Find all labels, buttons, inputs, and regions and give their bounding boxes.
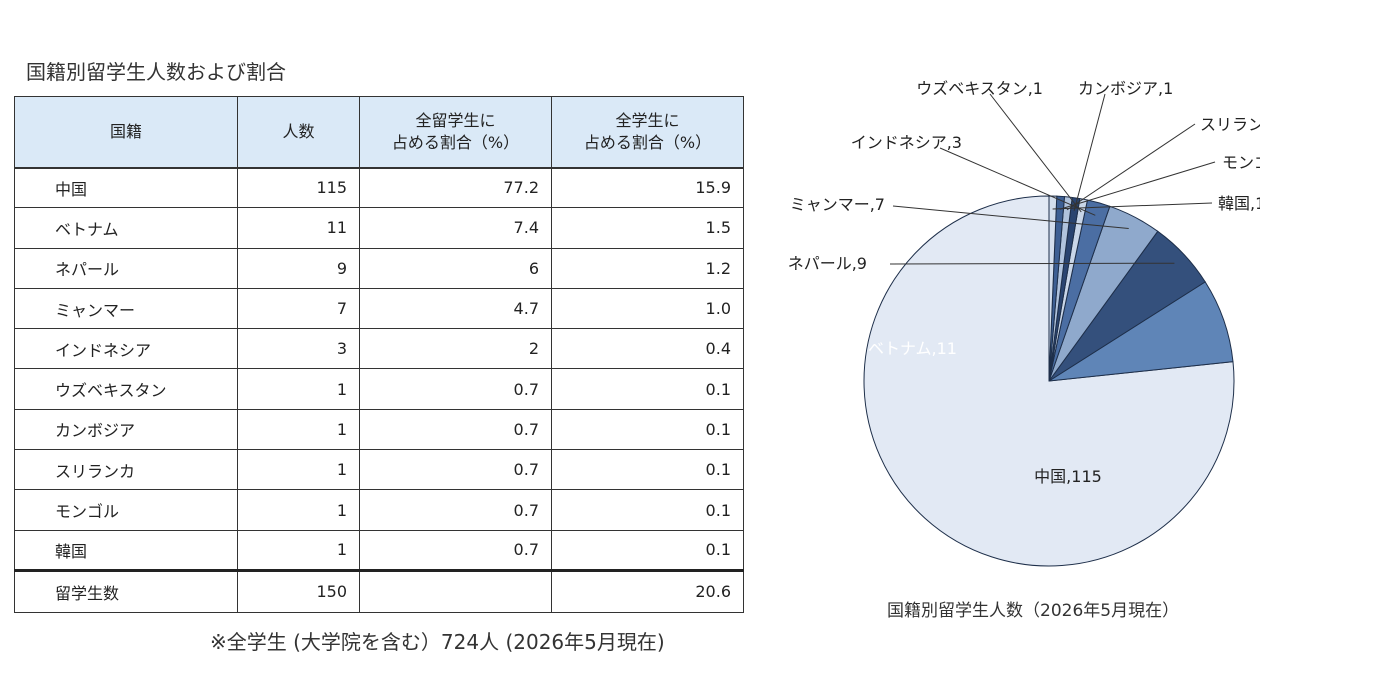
cell-pct-all: 0.1 (551, 408, 744, 451)
cell-count: 1 (237, 408, 360, 451)
cell-country: ミャンマー (14, 287, 238, 330)
table-row: 韓国 1 0.7 0.1 (14, 529, 744, 571)
pie-slice-label: ベトナム,11 (868, 339, 957, 358)
pie-leader-line (892, 205, 1129, 230)
table-header-row: 国籍 人数 全留学生に 占める割合（%） 全学生に 占める割合（%） (14, 96, 744, 169)
cell-country: 中国 (14, 166, 238, 209)
table-total-row: 留学生数 150 20.6 (14, 568, 744, 613)
cell-count: 3 (237, 328, 360, 370)
table-body: 中国 115 77.2 15.9 ベトナム 11 7.4 1.5 ネパール 9 6 1.2 ミャンマー 7… (14, 166, 744, 571)
total-pct-all: 20.6 (551, 568, 744, 613)
cell-count: 115 (237, 166, 360, 209)
pie-slice-label: 中国,115 (1034, 467, 1102, 486)
pie-slice-label: スリランカ,1 (1200, 115, 1260, 134)
cell-count: 7 (237, 287, 360, 330)
total-count: 150 (237, 568, 360, 613)
chart-title: 国籍別留学生人数（2026年5月現在） (887, 601, 1180, 621)
cell-count: 1 (237, 449, 360, 491)
pie-slice (1048, 195, 1058, 382)
table-title: 国籍別留学生人数および割合 (26, 60, 286, 84)
cell-pct-all: 1.0 (551, 287, 744, 330)
pie-slice-label: ミャンマー,7 (790, 195, 885, 214)
pie-slice-label: カンボジア,1 (1078, 79, 1173, 98)
cell-pct-all: 0.1 (551, 489, 744, 531)
table-row: 中国 115 77.2 15.9 (14, 166, 744, 209)
cell-country: インドネシア (14, 328, 238, 370)
nationality-table: 国籍 人数 全留学生に 占める割合（%） 全学生に 占める割合（%） 中国 115 77… (14, 96, 744, 613)
pie-chart: 中国,115 ベトナム,11 ネパール,9 ミャンマー,7 インドネシア,3 ウズベキスタ… (788, 79, 1260, 567)
pie-leader-line (1073, 93, 1106, 211)
table-row: インドネシア 3 2 0.4 (14, 328, 744, 370)
header-pct-all: 全学生に 占める割合（%） (551, 96, 744, 169)
pie-slice-label: ウズベキスタン,1 (916, 79, 1043, 98)
pie-leader-line (1066, 123, 1196, 211)
table-row: カンボジア 1 0.7 0.1 (14, 408, 744, 451)
header-pct-intl: 全留学生に 占める割合（%） (359, 96, 552, 169)
cell-pct-all: 0.1 (551, 449, 744, 491)
cell-pct-intl: 0.7 (359, 489, 552, 531)
cell-country: スリランカ (14, 449, 238, 491)
cell-country: ベトナム (14, 207, 238, 249)
table-row: ベトナム 11 7.4 1.5 (14, 207, 744, 249)
cell-pct-intl: 2 (359, 328, 552, 370)
cell-count: 1 (237, 529, 360, 571)
cell-pct-intl: 0.7 (359, 408, 552, 451)
table-note: ※全学生 (大学院を含む）724人 (2026年5月現在) (210, 630, 665, 654)
pie-slice-label: ネパール,9 (788, 254, 867, 273)
cell-pct-all: 0.4 (551, 328, 744, 370)
cell-pct-all: 0.1 (551, 368, 744, 410)
cell-pct-intl: 7.4 (359, 207, 552, 249)
pie-leader-line (889, 262, 1175, 265)
table-row: ウズベキスタン 1 0.7 0.1 (14, 368, 744, 410)
pie-leader-line (1059, 161, 1216, 210)
cell-country: カンボジア (14, 408, 238, 451)
pie-leader-line (939, 147, 1096, 216)
total-pct-intl (359, 568, 552, 613)
cell-country: 韓国 (14, 529, 238, 571)
cell-country: ネパール (14, 247, 238, 289)
cell-pct-intl: 0.7 (359, 368, 552, 410)
cell-count: 11 (237, 207, 360, 249)
table-row: スリランカ 1 0.7 0.1 (14, 449, 744, 491)
cell-country: モンゴル (14, 489, 238, 531)
pie-leader-line (989, 93, 1082, 213)
header-country: 国籍 (14, 96, 238, 169)
cell-count: 9 (237, 247, 360, 289)
cell-pct-intl: 6 (359, 247, 552, 289)
pie-leader-line (1052, 202, 1213, 210)
cell-pct-all: 1.5 (551, 207, 744, 249)
pie-slice-label: モンゴル,1 (1222, 153, 1260, 172)
pie-slice-label: 韓国,1 (1218, 194, 1260, 213)
cell-pct-all: 15.9 (551, 166, 744, 209)
table-row: ネパール 9 6 1.2 (14, 247, 744, 289)
pie-slice-label: インドネシア,3 (851, 133, 962, 152)
cell-count: 1 (237, 489, 360, 531)
cell-pct-all: 0.1 (551, 529, 744, 571)
cell-pct-intl: 0.7 (359, 529, 552, 571)
total-label: 留学生数 (14, 568, 238, 613)
header-count: 人数 (237, 96, 360, 169)
table-row: ミャンマー 7 4.7 1.0 (14, 287, 744, 330)
cell-pct-intl: 0.7 (359, 449, 552, 491)
cell-count: 1 (237, 368, 360, 410)
cell-country: ウズベキスタン (14, 368, 238, 410)
cell-pct-all: 1.2 (551, 247, 744, 289)
cell-pct-intl: 4.7 (359, 287, 552, 330)
cell-pct-intl: 77.2 (359, 166, 552, 209)
table-row: モンゴル 1 0.7 0.1 (14, 489, 744, 531)
